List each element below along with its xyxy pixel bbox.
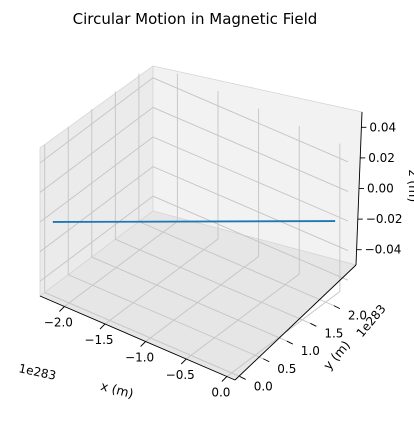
y-tick-label: 1.5	[324, 326, 343, 340]
x-tick-label: −1.5	[84, 333, 113, 347]
z-gridline	[39, 106, 349, 193]
y-tick-label: 1.0	[301, 344, 320, 358]
x-tick-label: −1.0	[125, 351, 154, 365]
y-axis-label: y (m)	[320, 338, 353, 373]
series-line	[52, 220, 336, 223]
y-tick-label: 2.0	[348, 309, 367, 323]
x-gridline-floor	[104, 238, 219, 325]
z-tick-label: 0.00	[367, 182, 394, 196]
y-tick-mark	[310, 322, 317, 327]
y-gridline-floor	[91, 256, 287, 342]
gridlines	[39, 73, 349, 377]
z-gridline	[39, 136, 349, 223]
x-tick-mark	[140, 341, 146, 347]
z-tick-label: −0.02	[366, 212, 403, 226]
y-gridline-floor	[68, 274, 264, 360]
ticks: −2.0 −1.5 −1.0 −0.5 0.0 0.0 0.5 1.0 1.5 2.0 −0.04 −…	[44, 120, 403, 399]
z-tick-label: 0.04	[369, 120, 396, 134]
y-tick-label: 0.0	[254, 379, 273, 393]
y-tick-mark	[286, 340, 293, 345]
y-axis-line	[234, 264, 357, 381]
x-gridline-floor	[185, 273, 300, 360]
z-axis-label: z (m)	[406, 170, 414, 202]
x-tick-mark	[180, 358, 187, 365]
x-tick-mark	[59, 306, 65, 312]
x-gridline-floor	[145, 256, 259, 342]
x-gridline-floor	[64, 221, 178, 307]
x-axis-line	[39, 295, 236, 381]
y-tick-mark	[263, 358, 270, 363]
x-tick-mark	[99, 323, 106, 330]
chart-title: Circular Motion in Magnetic Field	[73, 10, 318, 28]
y-gridline-floor	[44, 292, 240, 377]
y-gridline-floor	[138, 221, 335, 307]
x-tick-mark	[221, 376, 228, 382]
z-gridline	[39, 195, 349, 282]
z-tick-label: −0.04	[365, 243, 402, 257]
z-tick-label: 0.02	[368, 151, 395, 165]
x-tick-label: 0.0	[211, 386, 230, 400]
y-gridline-floor	[115, 238, 311, 324]
y-tick-mark	[239, 376, 246, 380]
x-axis-label: x (m)	[99, 378, 135, 401]
series	[52, 220, 336, 223]
y-tick-mark	[333, 305, 341, 310]
y-tick-label: 0.5	[277, 362, 296, 376]
z-gridline	[39, 166, 349, 252]
x-offset-label: 1e283	[17, 361, 57, 383]
x-tick-label: −0.5	[166, 368, 195, 382]
z-gridline	[39, 77, 349, 164]
x-tick-label: −2.0	[44, 316, 73, 330]
